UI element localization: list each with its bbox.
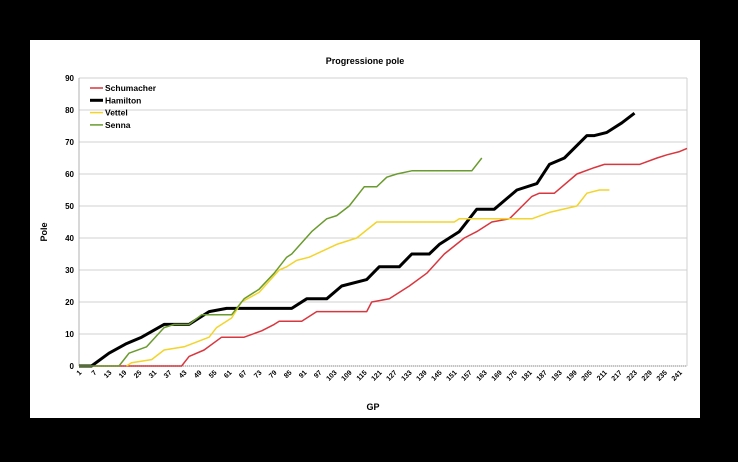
y-tick-label: 10: [65, 330, 74, 339]
x-tick-label: 187: [536, 369, 549, 382]
x-tick-label: 193: [551, 369, 564, 382]
x-tick-label: 73: [253, 369, 264, 380]
y-tick-label: 20: [65, 298, 74, 307]
series-line-schumacher: [79, 147, 688, 367]
x-tick-label: 19: [118, 369, 129, 380]
x-tick-label: 157: [461, 369, 474, 382]
x-tick-label: 7: [91, 369, 99, 377]
x-tick-label: 151: [446, 369, 459, 382]
series-line-vettel: [126, 189, 610, 367]
series-line-hamilton: [79, 112, 636, 368]
x-tick-label: 85: [283, 369, 294, 380]
x-tick-label: 13: [103, 369, 114, 380]
x-tick-label: 205: [581, 369, 594, 382]
chart-title: Progressione pole: [326, 56, 405, 66]
legend-label-vettel: Vettel: [105, 108, 128, 118]
x-tick-label: 211: [596, 369, 609, 382]
x-tick-label: 145: [430, 369, 443, 382]
x-tick-label: 103: [325, 369, 338, 382]
x-tick-label: 25: [133, 369, 144, 380]
x-tick-label: 181: [521, 369, 534, 382]
x-tick-label: 133: [400, 369, 413, 382]
legend-label-schumacher: Schumacher: [105, 83, 157, 93]
series-line-senna: [79, 157, 483, 367]
x-tick-label: 175: [506, 369, 519, 382]
y-tick-label: 30: [65, 266, 74, 275]
y-tick-label: 0: [70, 362, 75, 371]
x-tick-label: 97: [313, 369, 324, 380]
y-tick-label: 50: [65, 202, 74, 211]
x-tick-label: 67: [238, 369, 249, 380]
x-tick-label: 115: [356, 369, 369, 382]
x-tick-label: 49: [193, 369, 204, 380]
x-axis-label: GP: [366, 402, 379, 412]
x-tick-label: 163: [476, 369, 489, 382]
x-tick-label: 199: [566, 369, 579, 382]
y-tick-label: 60: [65, 170, 74, 179]
x-tick-label: 169: [491, 369, 504, 382]
legend-label-senna: Senna: [105, 120, 131, 130]
x-tick-label: 1: [76, 369, 84, 377]
x-tick-label: 91: [298, 369, 309, 380]
y-tick-label: 70: [65, 138, 74, 147]
x-tick-label: 61: [223, 369, 234, 380]
x-tick-label: 31: [148, 369, 159, 380]
legend-label-hamilton: Hamilton: [105, 95, 141, 105]
x-tick-label: 121: [370, 369, 383, 382]
x-tick-label: 139: [415, 369, 428, 382]
x-tick-label: 217: [611, 369, 624, 382]
x-tick-label: 241: [671, 369, 684, 382]
x-tick-label: 79: [268, 369, 279, 380]
x-tick-label: 55: [208, 369, 219, 380]
x-tick-label: 37: [163, 369, 174, 380]
y-tick-label: 90: [65, 74, 74, 83]
y-axis-label: Pole: [39, 222, 49, 241]
x-tick-label: 235: [656, 369, 669, 382]
chart-panel: [30, 40, 700, 418]
x-tick-label: 127: [385, 369, 398, 382]
x-tick-label: 109: [340, 369, 353, 382]
x-tick-label: 229: [641, 369, 654, 382]
y-tick-label: 40: [65, 234, 74, 243]
x-tick-label: 223: [626, 369, 639, 382]
y-tick-label: 80: [65, 106, 74, 115]
x-tick-label: 43: [178, 369, 189, 380]
